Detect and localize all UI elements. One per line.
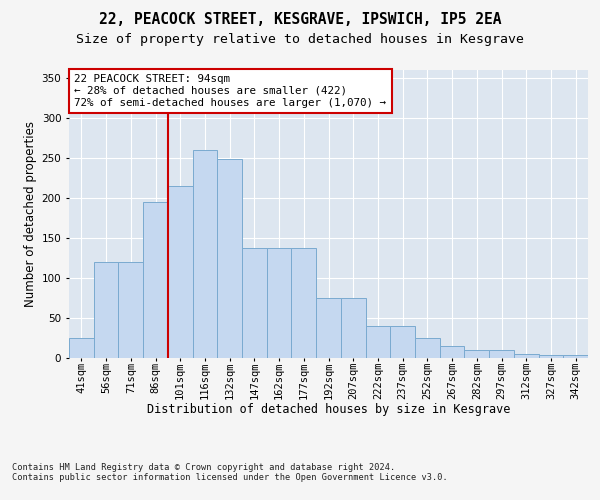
Bar: [390, 326, 415, 358]
Bar: [539, 355, 563, 358]
Bar: [168, 186, 193, 358]
Bar: [341, 298, 365, 358]
Bar: [267, 248, 292, 358]
Bar: [365, 326, 390, 358]
Text: Contains HM Land Registry data © Crown copyright and database right 2024.
Contai: Contains HM Land Registry data © Crown c…: [12, 462, 448, 482]
Bar: [69, 338, 94, 357]
Text: 22 PEACOCK STREET: 94sqm
← 28% of detached houses are smaller (422)
72% of semi-: 22 PEACOCK STREET: 94sqm ← 28% of detach…: [74, 74, 386, 108]
Text: Size of property relative to detached houses in Kesgrave: Size of property relative to detached ho…: [76, 32, 524, 46]
Y-axis label: Number of detached properties: Number of detached properties: [25, 120, 37, 306]
Bar: [292, 248, 316, 358]
Bar: [242, 248, 267, 358]
Bar: [143, 202, 168, 358]
Bar: [316, 298, 341, 358]
Bar: [440, 346, 464, 358]
Bar: [514, 354, 539, 358]
Bar: [118, 262, 143, 358]
Bar: [217, 160, 242, 358]
Bar: [563, 355, 588, 358]
Text: 22, PEACOCK STREET, KESGRAVE, IPSWICH, IP5 2EA: 22, PEACOCK STREET, KESGRAVE, IPSWICH, I…: [99, 12, 501, 28]
Bar: [489, 350, 514, 358]
Text: Distribution of detached houses by size in Kesgrave: Distribution of detached houses by size …: [147, 402, 511, 415]
Bar: [415, 338, 440, 357]
Bar: [94, 262, 118, 358]
Bar: [193, 150, 217, 358]
Bar: [464, 350, 489, 358]
